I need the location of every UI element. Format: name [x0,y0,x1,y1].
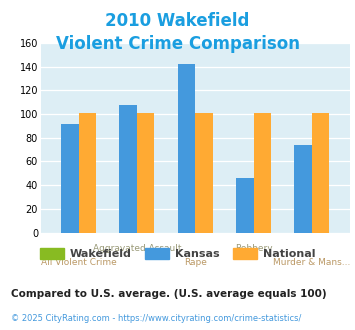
Bar [120,105,137,233]
Bar [253,113,271,233]
Text: Aggravated Assault: Aggravated Assault [93,244,181,253]
Bar [195,113,213,233]
Text: Murder & Mans...: Murder & Mans... [273,258,350,267]
Bar [312,113,329,233]
Text: Violent Crime Comparison: Violent Crime Comparison [55,35,300,53]
Text: 2010 Wakefield: 2010 Wakefield [105,12,250,30]
Bar [61,123,79,233]
Text: All Violent Crime: All Violent Crime [41,258,116,267]
Bar [137,113,154,233]
Legend: Wakefield, Kansas, National: Wakefield, Kansas, National [35,244,320,263]
Bar [236,178,253,233]
Bar [79,113,96,233]
Text: Robbery: Robbery [235,244,272,253]
Text: Rape: Rape [184,258,207,267]
Bar [294,145,312,233]
Bar [178,64,195,233]
Text: © 2025 CityRating.com - https://www.cityrating.com/crime-statistics/: © 2025 CityRating.com - https://www.city… [11,314,301,323]
Text: Compared to U.S. average. (U.S. average equals 100): Compared to U.S. average. (U.S. average … [11,289,326,299]
